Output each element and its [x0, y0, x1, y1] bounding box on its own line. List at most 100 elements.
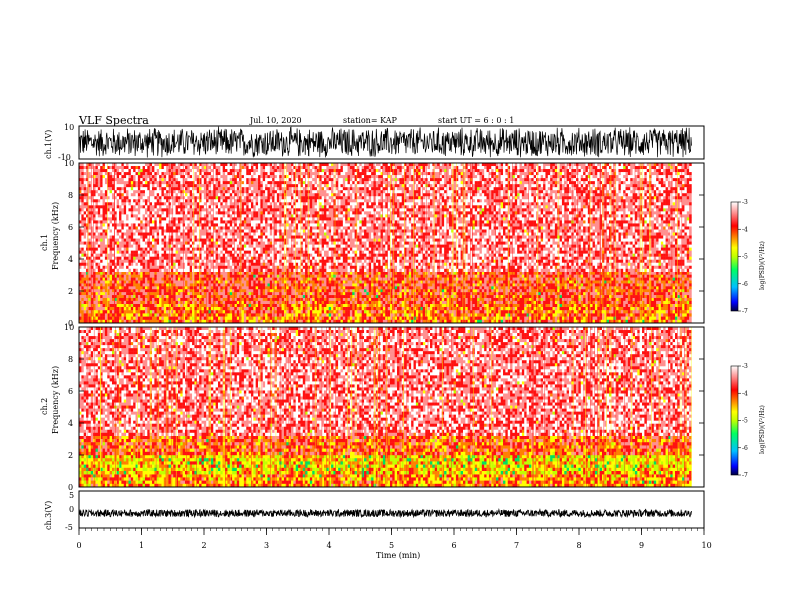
spectrogram-cell	[95, 289, 98, 292]
spectrogram-cell	[308, 304, 311, 307]
spectrogram-cell	[95, 317, 98, 320]
spectrogram-cell	[515, 310, 518, 313]
spectrogram-cell	[369, 301, 372, 304]
spectrogram-cell	[607, 283, 610, 286]
spectrogram-cell	[359, 313, 362, 316]
spectrogram-cell	[454, 298, 457, 301]
spectrogram-cell	[246, 307, 249, 310]
spectrogram-cell	[522, 317, 525, 320]
spectrogram-cell	[501, 317, 504, 320]
spectrogram-cell	[689, 310, 692, 313]
spectrogram-cell	[574, 301, 577, 304]
spectrogram-cell	[152, 301, 155, 304]
spectrogram-cell	[84, 251, 87, 254]
spectrogram-cell	[381, 281, 384, 284]
spectrogram-cell	[585, 286, 588, 289]
spectrogram-cell	[689, 317, 692, 320]
spectrogram-cell	[296, 292, 299, 295]
spectrogram-cell	[298, 301, 301, 304]
spectrogram-cell	[656, 278, 659, 281]
spectrogram-cell	[81, 172, 84, 175]
spectrogram-cell	[371, 310, 374, 313]
spectrogram-cell	[647, 307, 650, 310]
spectrogram-cell	[138, 292, 141, 295]
spectrogram-cell	[465, 289, 468, 292]
spectrogram-cell	[315, 286, 318, 289]
spectrogram-cell	[242, 286, 245, 289]
spectrogram-cell	[95, 295, 98, 298]
spectrogram-cell	[531, 289, 534, 292]
spectrogram-cell	[663, 317, 666, 320]
spectrogram-cell	[475, 301, 478, 304]
spectrogram-cell	[103, 263, 106, 266]
spectrogram-cell	[159, 310, 162, 313]
spectrogram-cell	[654, 289, 657, 292]
spectrogram-cell	[423, 304, 426, 307]
spectrogram-cell	[468, 295, 471, 298]
spectrogram-cell	[397, 281, 400, 284]
spectrogram-cell	[150, 289, 153, 292]
spectrogram-cell	[315, 289, 318, 292]
spectrogram-cell	[173, 301, 176, 304]
spectrogram-cell	[319, 317, 322, 320]
spectrogram-cell	[548, 272, 551, 275]
spectrogram-cell	[225, 313, 228, 316]
spectrogram-cell	[647, 295, 650, 298]
spectrogram-cell	[607, 317, 610, 320]
spectrogram-cell	[352, 295, 355, 298]
spectrogram-cell	[644, 275, 647, 278]
spectrogram-cell	[227, 304, 230, 307]
spectrogram-cell	[145, 295, 148, 298]
spectrogram-cell	[482, 283, 485, 286]
spectrogram-cell	[88, 281, 91, 284]
spectrogram-cell	[136, 278, 139, 281]
spectrogram-cell	[477, 278, 480, 281]
spectrogram-cell	[227, 310, 230, 313]
spectrogram-cell	[289, 304, 292, 307]
spectrogram-cell	[428, 272, 431, 275]
spectrogram-cell	[373, 286, 376, 289]
spectrogram-cell	[258, 310, 261, 313]
spectrogram-cell	[244, 283, 247, 286]
spectrogram-cell	[166, 292, 169, 295]
spectrogram-cell	[84, 205, 87, 208]
spectrogram-cell	[430, 286, 433, 289]
spectrogram-cell	[187, 289, 190, 292]
spectrogram-cell	[143, 295, 146, 298]
spectrogram-cell	[279, 317, 282, 320]
spectrogram-cell	[310, 281, 313, 284]
spectrogram-cell	[81, 248, 84, 251]
spectrogram-cell	[81, 286, 84, 289]
spectrogram-cell	[157, 281, 160, 284]
spectrogram-cell	[435, 313, 438, 316]
spectrogram-cell	[508, 278, 511, 281]
spectrogram-cell	[666, 272, 669, 275]
spectrogram-cell	[98, 236, 101, 239]
spectrogram-cell	[136, 283, 139, 286]
spectrogram-cell	[670, 283, 673, 286]
spectrogram-cell	[270, 307, 273, 310]
spectrogram-cell	[289, 272, 292, 275]
spectrogram-cell	[529, 292, 532, 295]
spectrogram-cell	[154, 272, 157, 275]
spectrogram-cell	[81, 313, 84, 316]
spectrogram-cell	[689, 275, 692, 278]
spectrogram-cell	[670, 275, 673, 278]
spectrogram-cell	[303, 301, 306, 304]
spectrogram-cell	[378, 313, 381, 316]
spectrogram-cell	[100, 223, 103, 226]
spectrogram-cell	[397, 313, 400, 316]
spectrogram-cell	[442, 310, 445, 313]
spectrogram-cell	[616, 286, 619, 289]
spectrogram-cell	[131, 295, 134, 298]
spectrogram-cell	[626, 275, 629, 278]
spectrogram-cell	[597, 272, 600, 275]
spectrogram-cell	[91, 205, 94, 208]
spectrogram-cell	[357, 292, 360, 295]
spectrogram-cell	[100, 196, 103, 199]
spectrogram-cell	[437, 310, 440, 313]
spectrogram-cell	[105, 295, 108, 298]
spectrogram-cell	[100, 211, 103, 214]
spectrogram-cell	[531, 272, 534, 275]
spectrogram-cell	[409, 286, 412, 289]
